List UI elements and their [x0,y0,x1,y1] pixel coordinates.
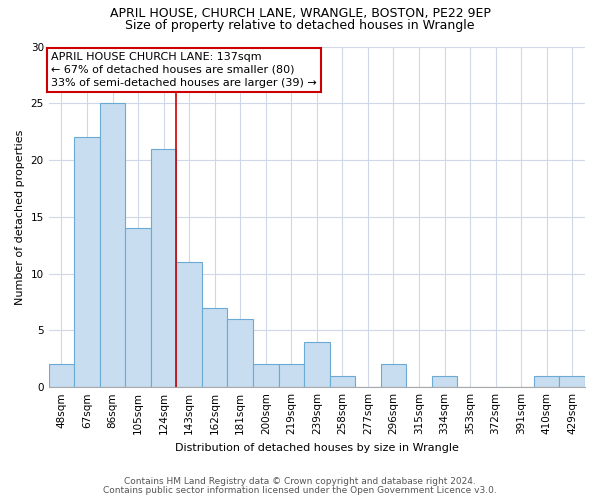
Text: Contains public sector information licensed under the Open Government Licence v3: Contains public sector information licen… [103,486,497,495]
Bar [74,138,100,387]
Bar [227,319,253,387]
Bar [151,148,176,387]
Bar [202,308,227,387]
Text: APRIL HOUSE, CHURCH LANE, WRANGLE, BOSTON, PE22 9EP: APRIL HOUSE, CHURCH LANE, WRANGLE, BOSTO… [110,8,490,20]
Bar [534,376,559,387]
Bar [176,262,202,387]
Bar [559,376,585,387]
Text: Contains HM Land Registry data © Crown copyright and database right 2024.: Contains HM Land Registry data © Crown c… [124,477,476,486]
Bar [49,364,74,387]
X-axis label: Distribution of detached houses by size in Wrangle: Distribution of detached houses by size … [175,442,459,452]
Text: APRIL HOUSE CHURCH LANE: 137sqm
← 67% of detached houses are smaller (80)
33% of: APRIL HOUSE CHURCH LANE: 137sqm ← 67% of… [52,52,317,88]
Bar [125,228,151,387]
Bar [304,342,329,387]
Bar [100,104,125,387]
Bar [278,364,304,387]
Text: Size of property relative to detached houses in Wrangle: Size of property relative to detached ho… [125,19,475,32]
Bar [380,364,406,387]
Bar [253,364,278,387]
Bar [432,376,457,387]
Bar [329,376,355,387]
Y-axis label: Number of detached properties: Number of detached properties [15,129,25,304]
